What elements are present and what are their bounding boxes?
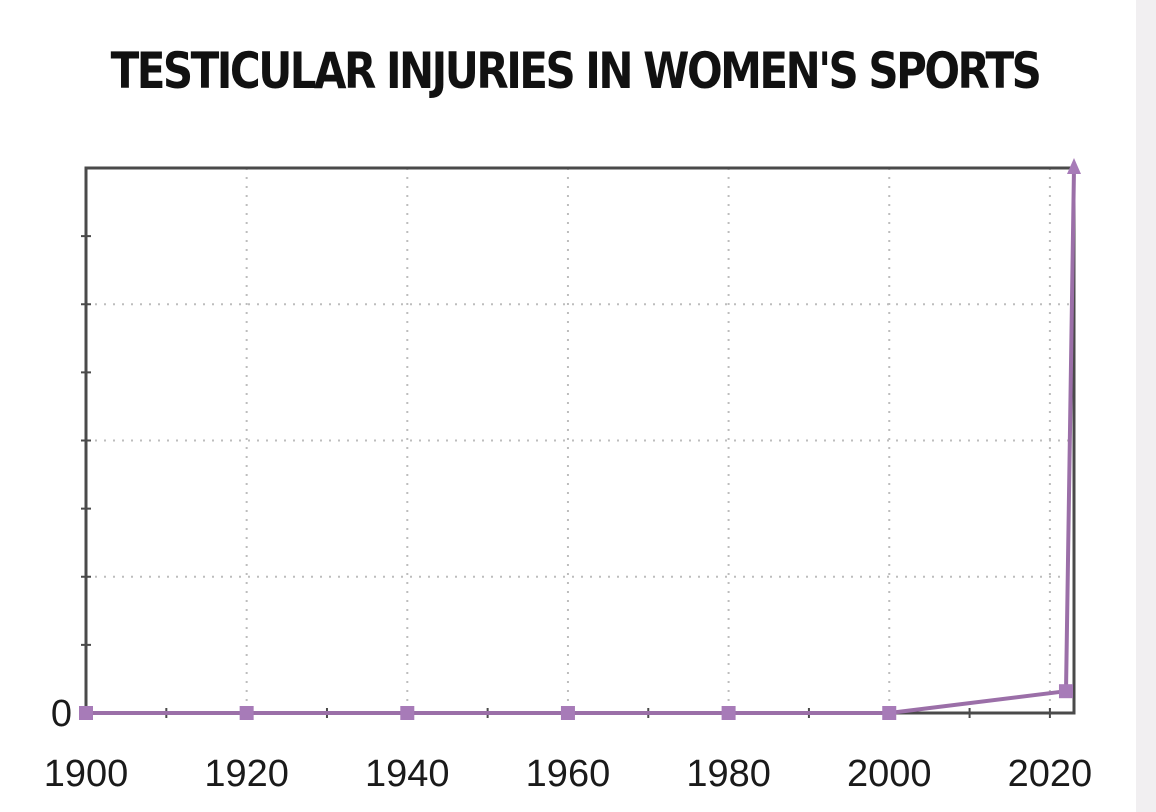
data-point-marker — [79, 706, 93, 720]
plot-frame — [84, 166, 1076, 715]
x-tick-label: 1920 — [204, 753, 289, 795]
series-line — [86, 167, 1076, 715]
data-point-marker — [400, 706, 415, 720]
data-point-marker — [239, 706, 254, 720]
data-markers — [79, 158, 1081, 720]
data-series — [86, 167, 1076, 715]
x-tick-label: 2000 — [847, 753, 932, 795]
data-point-marker — [721, 706, 736, 720]
x-tick-label: 1940 — [365, 753, 450, 795]
x-tick-label: 2020 — [1008, 753, 1093, 795]
data-point-marker — [560, 706, 575, 720]
y-tick-label: 0 — [51, 693, 72, 735]
right-edge-strip — [1136, 0, 1156, 812]
tick-labels: 1900 1920 1940 1960 1980 2000 2020 0 — [44, 693, 1092, 795]
data-point-marker — [1058, 684, 1073, 699]
x-tick-label: 1900 — [44, 753, 129, 795]
chart-title: TESTICULAR INJURIES IN WOMEN'S SPORTS — [110, 42, 1042, 100]
data-point-marker — [882, 706, 897, 720]
grid-layer — [86, 167, 1074, 713]
axis-ticks — [81, 235, 1051, 718]
x-tick-label: 1960 — [526, 753, 611, 795]
x-tick-label: 1980 — [686, 753, 771, 795]
data-point-marker — [1067, 158, 1081, 174]
